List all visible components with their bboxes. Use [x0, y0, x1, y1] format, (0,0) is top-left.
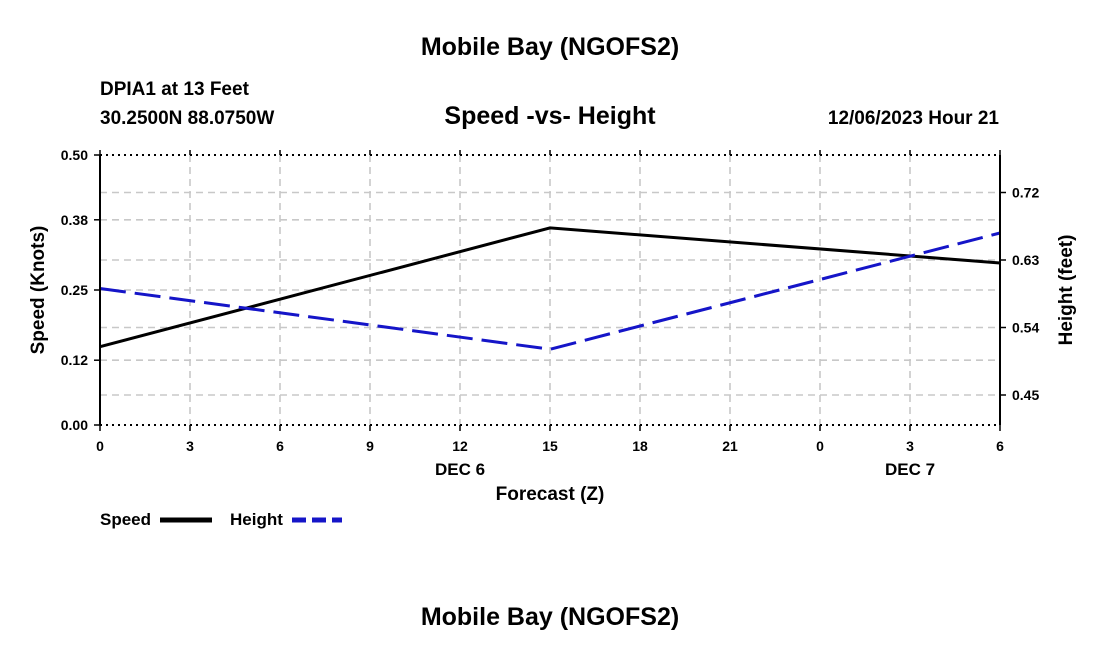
y-left-tick-label: 0.50 [61, 147, 88, 163]
x-tick-label: 21 [722, 438, 738, 454]
series-line-height [99, 231, 1001, 351]
x-tick-label: 15 [542, 438, 558, 454]
page-title-top: Mobile Bay (NGOFS2) [421, 33, 679, 61]
station-coords: 30.2500N 88.0750W [100, 108, 274, 129]
station-label: DPIA1 at 13 Feet [100, 79, 250, 100]
forecast-timestamp: 12/06/2023 Hour 21 [828, 108, 1000, 129]
series-line-speed [99, 226, 1001, 349]
x-tick-label: 3 [186, 438, 194, 454]
x-tick-label: 3 [906, 438, 914, 454]
y-right-tick-label: 0.45 [1012, 387, 1039, 403]
x-tick-label: 12 [452, 438, 468, 454]
x-axis-title: Forecast (Z) [496, 484, 605, 505]
y-right-tick-label: 0.63 [1012, 252, 1039, 268]
x-tick-label: 0 [96, 438, 104, 454]
y-left-tick-label: 0.25 [61, 282, 88, 298]
series-layer [99, 226, 1001, 351]
x-tick-label: 6 [276, 438, 284, 454]
x-tick-label: 18 [632, 438, 648, 454]
page-title-bottom: Mobile Bay (NGOFS2) [421, 603, 679, 631]
y-right-tick-label: 0.72 [1012, 185, 1039, 201]
x-tick-label: 9 [366, 438, 374, 454]
y-right-tick-label: 0.54 [1012, 320, 1039, 336]
y-left-tick-label: 0.00 [61, 417, 88, 433]
x-date-label: DEC 7 [885, 460, 935, 479]
y-axis-right-title: Height (feet) [1056, 235, 1077, 346]
legend-speed-label: Speed [100, 510, 151, 529]
chart-title: Speed -vs- Height [444, 102, 656, 130]
x-tick-label: 6 [996, 438, 1004, 454]
y-left-tick-label: 0.38 [61, 212, 88, 228]
legend-height-label: Height [230, 510, 283, 529]
grid-layer [100, 155, 1000, 425]
tick-layer: 0 3 6 9 12 15 18 21 0 3 6 DEC 6 DEC 7 0.00 0.12 0.25 0.3… [61, 147, 1040, 479]
x-date-label: DEC 6 [435, 460, 485, 479]
y-left-tick-label: 0.12 [61, 352, 88, 368]
legend: Speed Height [100, 510, 342, 529]
y-axis-left-title: Speed (Knots) [28, 226, 49, 355]
x-tick-label: 0 [816, 438, 824, 454]
